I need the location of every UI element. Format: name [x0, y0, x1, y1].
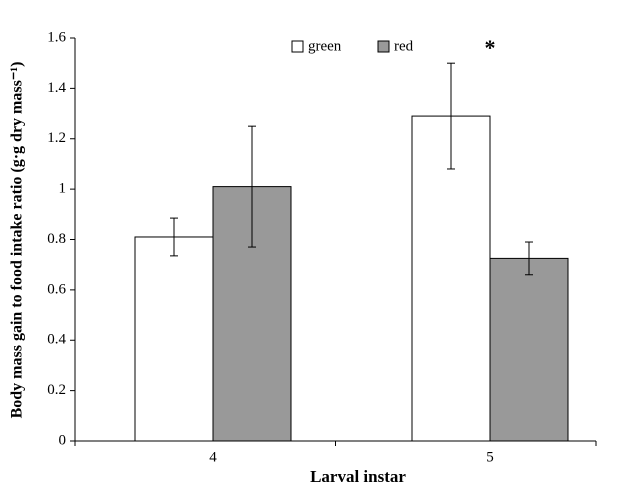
- bar: [489, 257, 569, 442]
- bar: [134, 236, 214, 442]
- y-tick-label: 1.6: [47, 29, 66, 45]
- error-bar: [170, 217, 178, 257]
- y-tick-label: 1: [59, 181, 67, 197]
- x-tick-label: 5: [486, 449, 494, 465]
- error-bar: [248, 125, 256, 248]
- annotation: *: [485, 35, 496, 60]
- x-axis-label: Larval instar: [310, 467, 406, 486]
- y-tick-label: 0.2: [47, 382, 66, 398]
- x-tick-label: 4: [209, 449, 217, 465]
- error-bar: [447, 62, 455, 170]
- bar: [411, 115, 491, 442]
- y-tick-label: 1.2: [47, 130, 66, 146]
- legend-swatch: [291, 40, 304, 53]
- legend-label: green: [308, 38, 342, 54]
- error-bar: [525, 241, 533, 276]
- legend-label: red: [394, 38, 414, 54]
- y-tick-label: 0.4: [47, 332, 66, 348]
- y-tick-label: 0.8: [47, 231, 66, 247]
- y-tick-label: 0.6: [47, 281, 66, 297]
- y-tick-label: 0: [59, 432, 67, 448]
- legend-swatch: [377, 40, 390, 53]
- y-tick-label: 1.4: [47, 80, 66, 96]
- y-axis-label: Body mass gain to food intake ratio (g·g…: [9, 62, 26, 419]
